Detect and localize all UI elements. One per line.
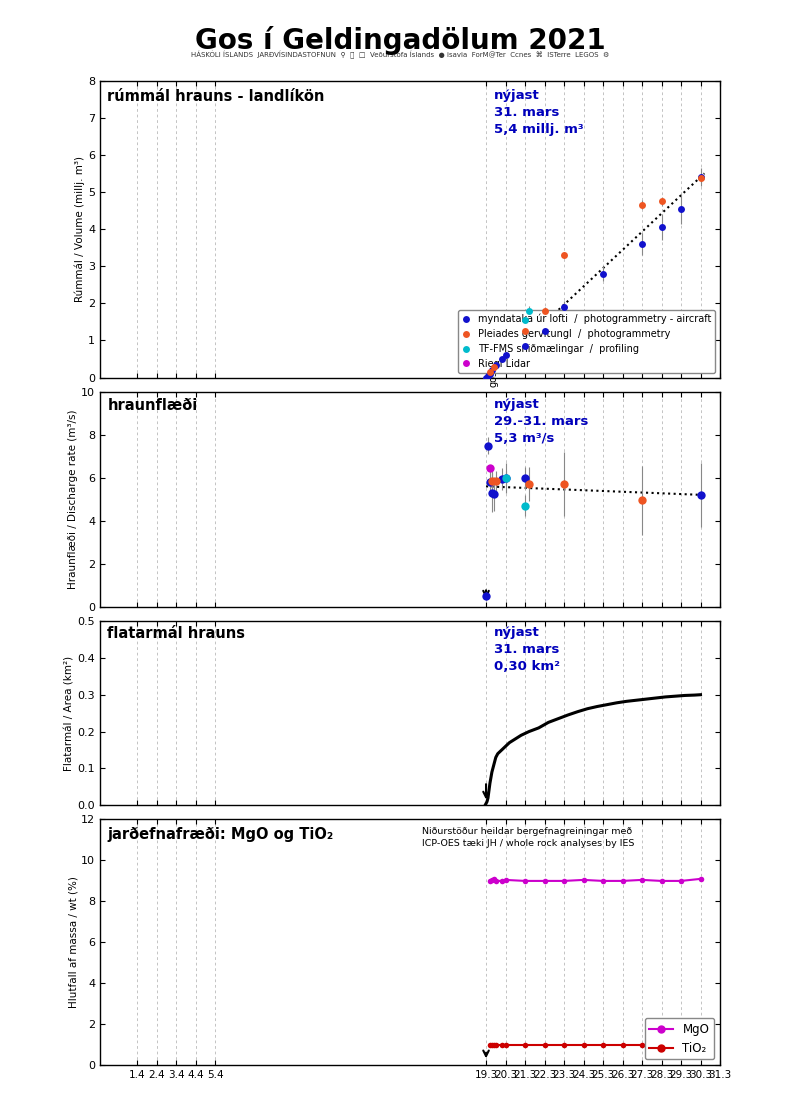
Legend: MgO, TiO₂: MgO, TiO₂ (645, 1018, 714, 1060)
Text: hraunflæði: hraunflæði (107, 398, 198, 413)
Text: rúmmál hrauns - landlíkön: rúmmál hrauns - landlíkön (107, 90, 325, 104)
Text: gosbyrjun: gosbyrjun (488, 339, 498, 387)
Y-axis label: Hraunflæði / Discharge rate (m³/s): Hraunflæði / Discharge rate (m³/s) (68, 410, 78, 589)
Y-axis label: Hlutfall af massa / wt (%): Hlutfall af massa / wt (%) (68, 876, 78, 1008)
Y-axis label: Flatarmál / Area (km²): Flatarmál / Area (km²) (65, 656, 74, 771)
Text: Gos í Geldingadölum 2021: Gos í Geldingadölum 2021 (194, 26, 606, 55)
Text: HÁSKÓLI ÍSLANDS  JARÐVÍSINDASTOFNUN  ⚲  🐦  □  Veðurstofa Íslands  ● isavia  ForM: HÁSKÓLI ÍSLANDS JARÐVÍSINDASTOFNUN ⚲ 🐦 □… (191, 50, 609, 59)
Text: nýjast
29.-31. mars
5,3 m³/s: nýjast 29.-31. mars 5,3 m³/s (494, 398, 588, 445)
Legend: myndataka úr lofti  /  photogrammetry - aircraft, Pleiades gervitungl  /  photog: myndataka úr lofti / photogrammetry - ai… (458, 310, 715, 373)
Y-axis label: Rúmmál / Volume (millj. m³): Rúmmál / Volume (millj. m³) (74, 156, 86, 302)
Text: flatarmál hrauns: flatarmál hrauns (107, 627, 246, 641)
Text: jarðefnafræði: MgO og TiO₂: jarðefnafræði: MgO og TiO₂ (107, 827, 334, 841)
Text: Niðurstöður heildar bergefnagreiningar með
ICP-OES tæki JH / whole rock analyses: Niðurstöður heildar bergefnagreiningar m… (422, 827, 634, 847)
Text: nýjast
31. mars
0,30 km²: nýjast 31. mars 0,30 km² (494, 627, 560, 674)
Text: nýjast
31. mars
5,4 millj. m³: nýjast 31. mars 5,4 millj. m³ (494, 90, 583, 137)
